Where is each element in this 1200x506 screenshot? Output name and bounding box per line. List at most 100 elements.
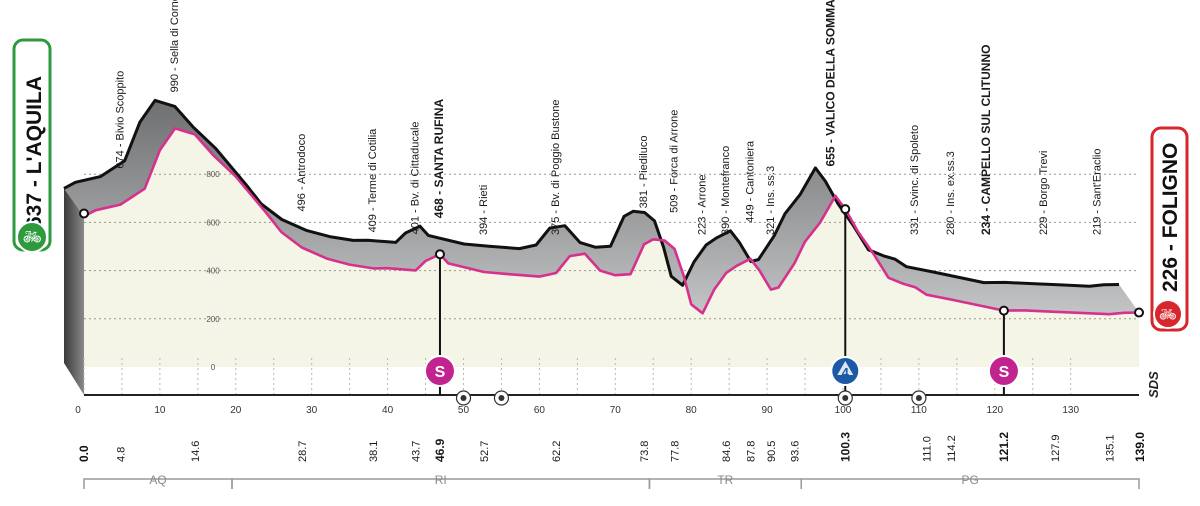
x-tick-label: 50 <box>458 405 470 416</box>
feed-zone-dot <box>460 395 467 401</box>
feed-zone-dot <box>842 395 849 401</box>
bike-glyph: 🚲︎ <box>1159 306 1177 322</box>
waypoint-label: 990 - Sella di Corno <box>169 0 181 92</box>
waypoints-layer: 674 - Bivio Scoppito 4.8 990 - Sella di Co… <box>77 0 1147 462</box>
waypoint-km-label: 52.7 <box>479 441 491 462</box>
waypoint-km-label: 121.2 <box>997 432 1011 462</box>
x-tick-label: 90 <box>762 405 774 416</box>
kom-label: 4 <box>842 365 850 380</box>
markers-layer: S S 4 <box>423 355 1020 406</box>
region-label: AQ <box>149 473 166 487</box>
x-tick-label: 80 <box>686 405 698 416</box>
waypoint-km-label: 111.0 <box>921 436 933 462</box>
waypoint-label: 381 - Piediluco <box>638 136 650 209</box>
waypoint-km-label: 84.6 <box>721 441 733 462</box>
x-tick-label: 40 <box>382 405 394 416</box>
finish-bike-icon <box>1153 299 1183 329</box>
profile-ridge-line <box>63 98 1120 288</box>
waypoint-dot <box>434 249 445 260</box>
x-tick-label: 130 <box>1062 405 1079 416</box>
x-tick-label: 20 <box>230 405 242 416</box>
road-line <box>83 127 1140 316</box>
waypoint-label: 219 - Sant'Eraclio <box>1091 149 1103 235</box>
region-brackets: AQ RI TR PG <box>83 473 1140 489</box>
x-tick-label: 110 <box>911 405 927 416</box>
waypoint-km-label: 46.9 <box>433 438 447 462</box>
waypoint-label: 331 - Svinc. di Spoleto <box>909 125 921 235</box>
region-bracket <box>800 478 1140 489</box>
x-tick-labels: 0 10 20 30 40 50 60 70 80 90 100 110 120 130 <box>75 405 1079 416</box>
waypoint-km-label: 90.5 <box>766 441 778 462</box>
km-finish-label: 139.0 <box>1133 432 1147 462</box>
waypoint-label: 229 - Borgo Trevi <box>1038 151 1050 235</box>
start-badge: 637 - L'AQUILA 🚲︎ <box>12 38 52 253</box>
waypoint-label: 468 - SANTA RUFINA <box>432 99 446 219</box>
region-label: PG <box>961 473 978 487</box>
kom-mountain-shape <box>837 361 854 375</box>
waypoint-km-label: 93.6 <box>789 441 801 462</box>
x-tick-label: 10 <box>154 405 166 416</box>
waypoint-label: 449 - Cantoniera <box>744 140 756 223</box>
y-tick-label: 200 <box>206 315 220 324</box>
x-tick-label: 70 <box>610 405 622 416</box>
region-label: TR <box>717 473 733 487</box>
waypoint-label: 394 - Rieti <box>478 185 490 235</box>
waypoint-km-label: 73.8 <box>639 441 651 462</box>
feed-zone-dot <box>498 395 505 401</box>
feed-zone-dot <box>915 395 922 401</box>
profile-fill <box>84 128 1139 367</box>
waypoint-km-label: 135.1 <box>1104 434 1116 462</box>
waypoint-km-label: 77.8 <box>669 441 681 462</box>
waypoint-dot <box>840 204 851 215</box>
sprint-icon <box>987 355 1020 387</box>
waypoint-km-label: 38.1 <box>368 441 380 462</box>
waypoint-km-label: 127.9 <box>1050 434 1062 462</box>
profile-side-wall <box>64 188 84 395</box>
x-tick-label: 30 <box>306 405 318 416</box>
y-tick-label: 600 <box>206 218 220 227</box>
y-tick-label: 0 <box>211 363 216 372</box>
waypoint-km-label: 100.3 <box>838 432 852 462</box>
x-tick-label: 120 <box>986 405 1003 416</box>
finish-label: 226 - FOLIGNO <box>1159 143 1182 292</box>
waypoint-km-label: 87.8 <box>745 441 757 462</box>
sprint-label: S <box>435 364 446 381</box>
waypoint-km-label: 14.6 <box>190 441 202 462</box>
sprint-icon <box>423 355 456 387</box>
waypoint-label: 321 - Ins. ss.3 <box>765 166 777 235</box>
waypoint-label: 496 - Antrodoco <box>296 134 308 212</box>
x-tick-label: 60 <box>534 405 546 416</box>
x-tick-label: 100 <box>835 405 852 416</box>
waypoint-label: 674 - Bivio Scoppito <box>114 71 126 169</box>
y-tick-label: 800 <box>206 170 220 179</box>
waypoint-label: 655 - VALICO DELLA SOMMA <box>824 0 838 167</box>
waypoint-label: 375 - Bv. di Poggio Bustone <box>550 99 562 235</box>
sprint-label: S <box>999 364 1010 381</box>
start-bike-icon <box>16 221 48 253</box>
waypoint-km-label: 4.8 <box>115 447 127 462</box>
waypoint-km-label: 62.2 <box>551 441 563 462</box>
waypoint-label: 223 - Arrone <box>697 174 709 235</box>
finish-badge: 226 - FOLIGNO 🚲︎ <box>1150 126 1189 332</box>
grid-lines <box>83 173 1139 395</box>
bike-glyph: 🚲︎ <box>22 229 41 246</box>
terrain-band <box>64 100 1139 315</box>
y-tick-label: 400 <box>206 267 220 276</box>
waypoint-label: 234 - CAMPELLO SUL CLITUNNO <box>979 45 993 235</box>
y-tick-labels: 800 600 400 200 0 <box>206 170 220 372</box>
km-start-label: 0.0 <box>77 445 91 462</box>
finish-dot <box>1134 307 1144 318</box>
region-label: RI <box>435 473 447 487</box>
waypoint-km-label: 43.7 <box>411 441 423 462</box>
waypoint-label: 509 - Forca di Arrone <box>668 110 680 213</box>
waypoint-label: 401 - Bv. di Cittaducale <box>410 121 422 234</box>
waypoint-dot <box>998 305 1009 316</box>
start-dot <box>79 208 89 219</box>
start-label: 637 - L'AQUILA <box>23 76 46 228</box>
waypoint-km-label: 28.7 <box>297 441 309 462</box>
waypoint-km-label: 114.2 <box>946 435 958 462</box>
sds-label: SDS <box>1146 371 1161 398</box>
x-tick-label: 0 <box>75 405 81 416</box>
waypoint-label: 280 - Ins. ex.ss.3 <box>945 151 957 235</box>
waypoint-label: 390 - Montefranco <box>720 146 732 235</box>
